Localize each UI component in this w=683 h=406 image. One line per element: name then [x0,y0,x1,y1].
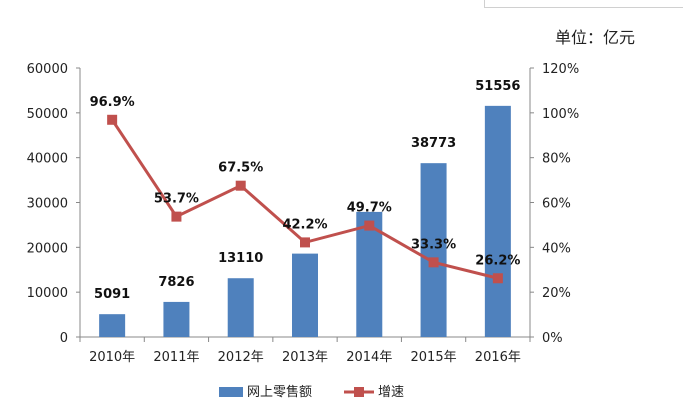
legend: 网上零售额 增速 [219,384,404,400]
y-left-tick-label: 0 [60,331,68,346]
bars-group [99,105,511,337]
bar-value-label: 7826 [158,275,194,290]
y-right-tick-label: 120% [542,62,579,77]
growth-marker [300,237,310,248]
bar [227,278,254,337]
y-right-tick-label: 0% [542,331,563,346]
bar [292,253,318,337]
y-left-tick-label: 30000 [27,197,68,212]
growth-marker [235,180,246,191]
x-tick-label: 2016年 [475,350,521,365]
growth-marker [428,257,439,268]
line-series-group [107,114,503,284]
bar-value-label: 13110 [218,251,263,266]
y-right-tick-label: 40% [542,241,571,256]
legend-swatch-bar [219,387,243,397]
growth-value-label: 53.7% [154,192,199,207]
y-left-tick-label: 20000 [27,241,68,256]
x-tick-label: 2015年 [411,350,457,365]
y-right-tick-label: 80% [542,152,571,167]
unit-label: 单位：亿元 [554,28,635,47]
corner-frame [484,0,683,8]
growth-marker [364,220,375,231]
bar [420,163,447,337]
x-tick-label: 2014年 [346,350,392,365]
growth-value-label: 96.9% [90,95,135,110]
bar [99,314,126,337]
x-tick-label: 2010年 [89,350,135,365]
bar [356,211,383,337]
x-tick-label: 2013年 [282,350,328,365]
y-right-tick-label: 60% [542,197,571,212]
y-right-tick-label: 100% [542,107,579,122]
y-left-tick-label: 60000 [27,62,68,77]
growth-value-label: 67.5% [218,161,263,176]
growth-value-label: 42.2% [282,217,327,232]
bar-value-label: 38773 [411,136,456,151]
bar [484,105,511,337]
growth-marker [171,211,182,222]
y-left-tick-label: 40000 [27,152,68,167]
bar [163,301,190,337]
data-labels-group: 5091 7826 13110 38773 51556 96.9% 53.7% 67.5% 42… [90,79,521,302]
x-tick-label: 2012年 [218,350,264,365]
y-left-tick-label: 50000 [27,107,68,122]
axes-group: 0 10000 20000 30000 40000 50000 60000 0% 20% 40% 6… [27,62,580,365]
bar-value-label: 5091 [94,287,130,302]
y-left-tick-label: 10000 [27,286,68,301]
growth-value-label: 26.2% [475,253,520,268]
growth-marker [492,273,503,284]
bar-value-label: 51556 [475,79,520,94]
growth-marker [107,114,118,125]
growth-value-label: 33.3% [411,237,456,252]
legend-marker-growth [354,387,364,397]
x-tick-label: 2011年 [153,350,199,365]
legend-label-growth: 增速 [378,385,404,400]
growth-value-label: 49.7% [347,201,392,216]
legend-label-bar: 网上零售额 [247,384,312,400]
y-right-tick-label: 20% [542,286,571,301]
